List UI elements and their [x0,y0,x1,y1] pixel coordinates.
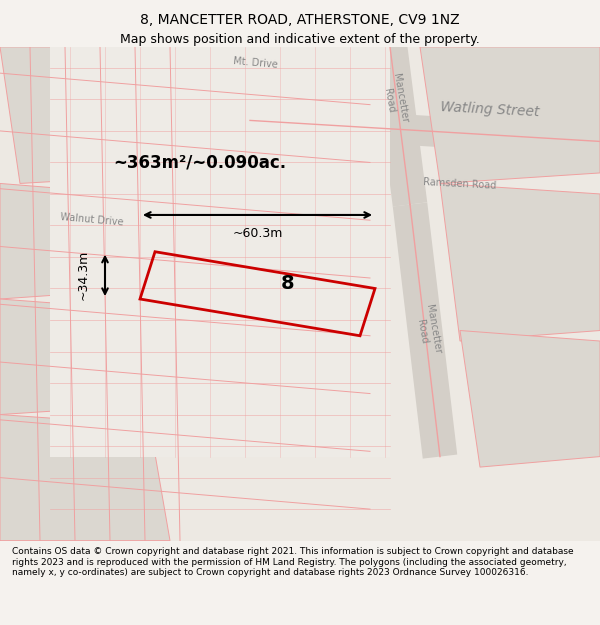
Polygon shape [0,414,170,541]
Text: Mancetter
Road: Mancetter Road [413,304,443,357]
Text: Map shows position and indicative extent of the property.: Map shows position and indicative extent… [120,32,480,46]
Text: Mancetter
Road: Mancetter Road [380,73,410,126]
Text: Mt. Drive: Mt. Drive [232,56,278,69]
Polygon shape [0,299,160,414]
Polygon shape [50,47,390,457]
Text: ~34.3m: ~34.3m [77,250,89,301]
Text: Watling Street: Watling Street [440,101,540,119]
Text: 8, MANCETTER ROAD, ATHERSTONE, CV9 1NZ: 8, MANCETTER ROAD, ATHERSTONE, CV9 1NZ [140,13,460,27]
Polygon shape [420,47,600,184]
Text: ~60.3m: ~60.3m [232,228,283,241]
Text: Ramsden Road: Ramsden Road [423,176,497,191]
Polygon shape [460,331,600,467]
Text: Walnut Drive: Walnut Drive [60,213,124,228]
Polygon shape [440,184,600,341]
Polygon shape [0,47,200,184]
Text: Contains OS data © Crown copyright and database right 2021. This information is : Contains OS data © Crown copyright and d… [12,548,574,577]
Polygon shape [0,184,150,299]
Polygon shape [0,47,600,541]
Text: ~363m²/~0.090ac.: ~363m²/~0.090ac. [113,153,287,171]
Text: 8: 8 [281,274,295,292]
